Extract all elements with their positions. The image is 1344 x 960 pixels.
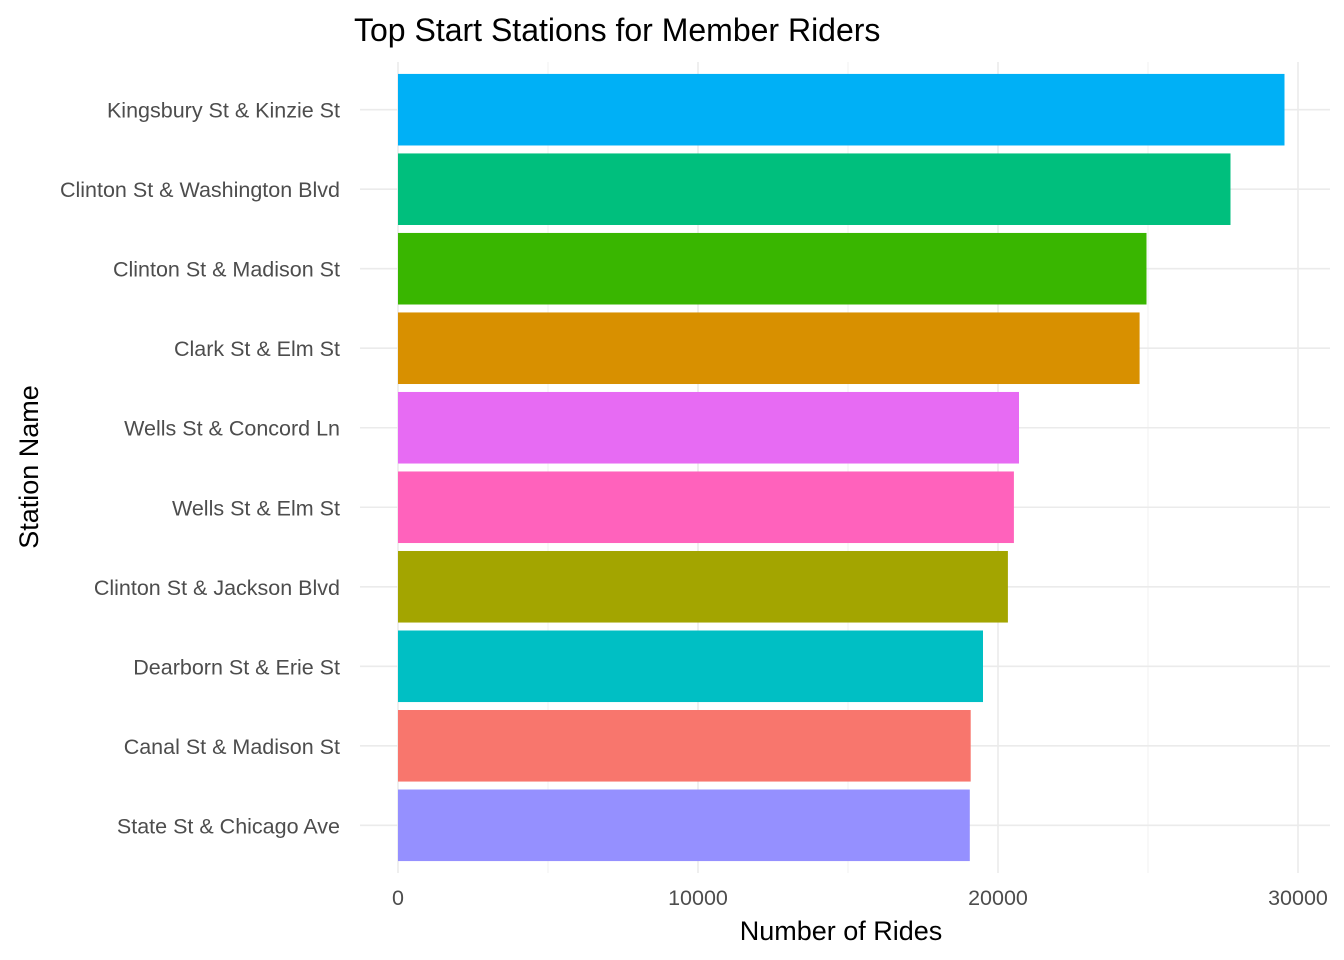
y-tick-label: Kingsbury St & Kinzie St — [107, 99, 340, 123]
y-tick-label: Wells St & Elm St — [172, 496, 340, 520]
bar — [398, 73, 1285, 146]
y-tick-label: Clinton St & Washington Blvd — [60, 178, 340, 202]
bar — [398, 391, 1019, 464]
y-tick-label: Wells St & Concord Ln — [124, 417, 340, 441]
bar — [398, 232, 1147, 305]
y-tick-label: State St & Chicago Ave — [117, 814, 340, 838]
bar — [398, 630, 983, 703]
bars — [398, 73, 1285, 862]
y-axis-title: Station Name — [14, 385, 44, 549]
x-tick-label: 10000 — [668, 886, 728, 910]
y-tick-label: Clark St & Elm St — [174, 337, 340, 361]
y-tick-labels: Kingsbury St & Kinzie St Clinton St & Was… — [60, 99, 340, 839]
bar — [398, 710, 971, 782]
chart-title: Top Start Stations for Member Riders — [354, 12, 880, 48]
y-tick-label: Canal St & Madison St — [124, 735, 340, 759]
x-tick-label: 20000 — [968, 886, 1028, 910]
x-tick-label: 0 — [392, 886, 404, 910]
bar — [398, 550, 1008, 623]
x-tick-label: 30000 — [1268, 886, 1328, 910]
y-tick-label: Clinton St & Madison St — [113, 258, 340, 282]
x-axis-title: Number of Rides — [740, 916, 943, 946]
bar — [398, 789, 970, 862]
x-tick-labels: 0 10000 20000 30000 — [392, 886, 1328, 910]
y-tick-label: Dearborn St & Erie St — [133, 655, 340, 679]
bar — [398, 153, 1231, 225]
bar — [398, 471, 1014, 544]
y-tick-label: Clinton St & Jackson Blvd — [94, 576, 340, 600]
bar — [398, 312, 1140, 385]
